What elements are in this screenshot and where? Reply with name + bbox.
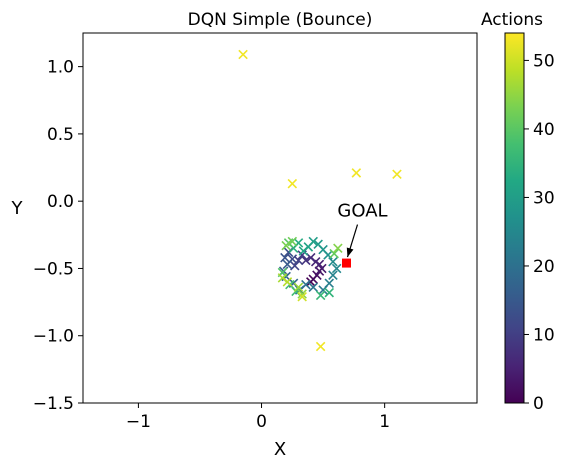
goal-annotation-label: GOAL <box>337 201 387 222</box>
data-point <box>333 243 343 254</box>
data-point <box>287 236 298 247</box>
plot-frame <box>82 32 478 404</box>
y-tick-label: −1.0 <box>33 327 74 347</box>
colorbar-tick-label: 40 <box>533 120 555 140</box>
chart-title: DQN Simple (Bounce) <box>188 10 373 30</box>
colorbar-tick-label: 10 <box>533 325 555 345</box>
goal-annotation-arrowhead <box>346 247 354 258</box>
x-tick-label: −1 <box>126 412 151 432</box>
data-point <box>324 278 335 289</box>
data-point <box>331 263 342 274</box>
x-tick-label: 0 <box>256 412 267 432</box>
data-point <box>290 260 300 271</box>
data-point <box>306 252 316 263</box>
y-tick-label: −1.5 <box>33 394 74 414</box>
data-point <box>287 178 298 189</box>
data-point <box>328 270 338 280</box>
colorbar-tick-label: 0 <box>533 394 544 414</box>
data-point <box>301 255 311 266</box>
data-point <box>351 168 362 178</box>
data-point <box>392 169 402 180</box>
data-point <box>293 282 304 293</box>
data-point <box>301 279 311 290</box>
scatter-points <box>238 49 402 352</box>
data-point <box>315 341 326 352</box>
data-point <box>282 259 293 270</box>
colorbar-axis: 0 10 20 30 40 50 <box>524 51 555 414</box>
data-point <box>298 246 309 256</box>
x-tick-label: 1 <box>379 412 390 432</box>
data-point <box>297 289 307 299</box>
data-point <box>297 291 307 302</box>
colorbar-label: Actions <box>481 10 543 30</box>
colorbar <box>504 32 525 404</box>
data-point <box>308 282 319 293</box>
goal-annotation: GOAL <box>337 201 388 258</box>
colorbar-tick-label: 50 <box>533 51 555 71</box>
y-axis-label: Y <box>11 198 24 219</box>
colorbar-tick-label: 30 <box>533 188 555 208</box>
data-point <box>329 248 339 259</box>
data-point <box>282 277 293 287</box>
colorbar-tick-label: 20 <box>533 257 555 277</box>
data-point <box>238 49 248 60</box>
y-tick-label: −0.5 <box>33 259 74 279</box>
data-point <box>328 256 338 267</box>
x-axis: −1 0 1 <box>126 403 390 432</box>
goal-marker <box>341 258 351 268</box>
data-point <box>324 287 335 298</box>
goal-square <box>341 258 351 268</box>
data-point <box>313 239 323 250</box>
y-tick-label: 0.5 <box>47 125 74 145</box>
y-tick-label: 1.0 <box>47 58 74 78</box>
data-point <box>315 290 326 301</box>
y-tick-label: 0.0 <box>47 192 74 212</box>
x-axis-label: X <box>274 439 286 460</box>
y-axis: 1.0 0.5 0.0 −0.5 −1.0 −1.5 <box>33 58 83 414</box>
data-point <box>281 240 291 251</box>
data-point <box>280 252 290 263</box>
